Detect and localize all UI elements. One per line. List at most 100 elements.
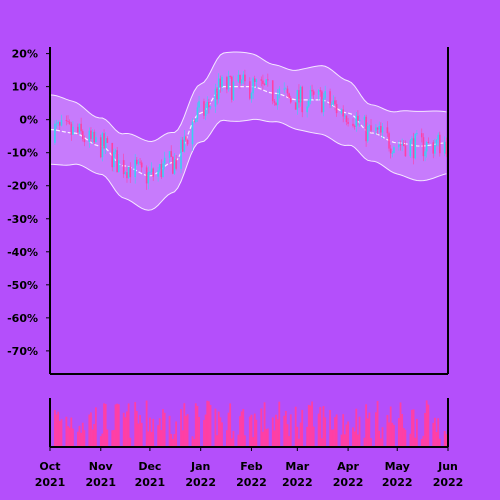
volume-bar (397, 418, 400, 447)
volume-bar (424, 412, 426, 447)
candle-body (221, 77, 223, 87)
volume-bar (152, 418, 155, 447)
volume-bar (386, 415, 389, 447)
candle-body (219, 78, 222, 87)
volume-bar (342, 414, 345, 447)
candle-body (262, 80, 264, 84)
candle-body (404, 145, 407, 157)
candle-body (78, 123, 81, 133)
volume-bar (198, 416, 200, 447)
candle-body (255, 79, 258, 82)
volume-bar (340, 434, 343, 447)
volume-bar (335, 414, 338, 447)
candle-body (275, 102, 277, 106)
y-tick-labels: 20% 10% 0% -10% -20% -30% -40% -50% -60% -70% (7, 48, 50, 358)
candle-body (193, 121, 195, 123)
candle-body (342, 109, 344, 117)
volume-bar (422, 435, 425, 447)
volume-bar (72, 428, 74, 447)
volume-bar (104, 403, 107, 447)
candle-body (70, 123, 73, 135)
x-tick-labels: Oct 2021 Nov 2021 Dec 2021 Jan 2022 Feb 2022 Mar 20… (35, 447, 464, 489)
volume-bar (103, 403, 105, 447)
candle-body (298, 90, 300, 103)
candle-body (276, 94, 279, 106)
volume-bar (239, 416, 241, 447)
candle-body (149, 171, 151, 173)
volume-bar (194, 403, 197, 447)
volume-bar (286, 424, 289, 447)
candle-body (260, 79, 263, 81)
volume-bar (399, 402, 402, 447)
volume-bar (207, 401, 210, 447)
candle-body (65, 120, 68, 122)
y-tick-label: -10% (7, 147, 38, 160)
candle-body (309, 90, 312, 101)
candle-body (324, 91, 326, 99)
x-tick-month: Mar (285, 460, 309, 473)
candle-body (267, 79, 269, 81)
volume-bar (58, 421, 61, 447)
volume-bar (347, 421, 349, 447)
y-tick-label: -50% (7, 279, 38, 292)
volume-bar (70, 417, 73, 447)
volume-bar (106, 429, 109, 447)
candle-body (249, 81, 251, 99)
candle-body (168, 151, 171, 158)
candle-body (285, 88, 287, 90)
volume-bar (181, 430, 184, 447)
candle-body (227, 76, 230, 90)
volume-bar (175, 421, 178, 447)
candle-body (147, 172, 150, 184)
volume-bar (401, 414, 404, 447)
candle-body (283, 88, 286, 90)
candle-body (370, 125, 372, 131)
volume-bar (80, 432, 83, 447)
candle-body (113, 151, 115, 168)
candle-body (180, 139, 182, 169)
candle-body (376, 127, 379, 130)
candle-body (244, 74, 246, 82)
candle-body (216, 88, 218, 100)
volume-bar (124, 417, 127, 447)
volume-bar (402, 428, 405, 447)
volume-bar (171, 438, 174, 447)
candle-body (345, 115, 348, 123)
candle-layer (49, 69, 448, 190)
volume-bar (225, 430, 228, 447)
candle-body (90, 130, 92, 139)
volume-bar (370, 438, 372, 447)
volume-bar (317, 413, 320, 447)
candle-body (209, 106, 212, 108)
x-tick-year: 2021 (135, 476, 166, 489)
volume-bar (276, 419, 279, 447)
band-lower-line (49, 118, 447, 211)
volume-bar (357, 434, 359, 447)
candle-body (117, 160, 120, 173)
candle-body (307, 100, 310, 107)
candle-body (427, 142, 430, 143)
x-tick-year: 2022 (433, 476, 464, 489)
candle-body (191, 121, 194, 145)
candle-body (134, 159, 136, 178)
volume-bar (185, 415, 187, 447)
candle-body (424, 151, 426, 157)
x-tick-year: 2022 (236, 476, 267, 489)
candle-body (368, 125, 371, 127)
candle-body (414, 133, 417, 159)
volume-bar (186, 414, 189, 447)
volume-bar (306, 426, 309, 447)
volume-bar (329, 410, 331, 447)
volume-bar (244, 435, 246, 447)
candle-body (77, 126, 79, 133)
y-tick-label: -40% (7, 246, 38, 259)
candle-body (435, 139, 438, 146)
candle-body (124, 172, 127, 175)
volume-bar (203, 419, 205, 447)
volume-bar (375, 412, 377, 447)
candle-body (81, 131, 84, 140)
candle-body (83, 139, 86, 143)
candle-body (114, 150, 117, 152)
volume-bar (191, 436, 194, 447)
y-tick-label: -60% (7, 312, 38, 325)
